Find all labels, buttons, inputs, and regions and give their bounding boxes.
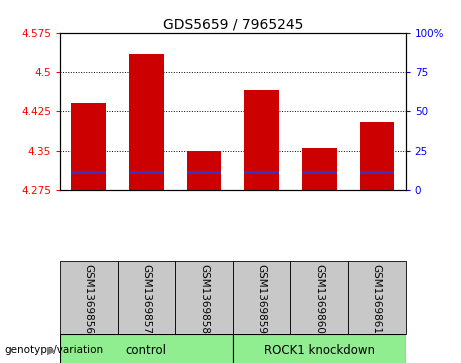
Title: GDS5659 / 7965245: GDS5659 / 7965245 xyxy=(163,17,303,32)
Bar xyxy=(118,261,175,334)
Bar xyxy=(175,261,233,334)
Bar xyxy=(244,90,279,190)
Bar xyxy=(71,103,106,190)
Text: genotype/variation: genotype/variation xyxy=(5,345,104,355)
Bar xyxy=(233,261,290,334)
Bar xyxy=(71,171,106,174)
Bar xyxy=(60,334,233,363)
Text: GSM1369857: GSM1369857 xyxy=(142,264,151,334)
Bar xyxy=(187,171,221,174)
Bar xyxy=(233,334,406,363)
Bar xyxy=(129,54,164,190)
Bar xyxy=(290,261,348,334)
Bar xyxy=(360,122,394,190)
Text: control: control xyxy=(126,344,167,357)
Text: ▶: ▶ xyxy=(47,345,55,355)
Bar xyxy=(302,171,337,174)
Text: ROCK1 knockdown: ROCK1 knockdown xyxy=(264,344,375,357)
Text: GSM1369861: GSM1369861 xyxy=(372,264,382,334)
Bar xyxy=(129,171,164,174)
Bar xyxy=(60,261,118,334)
Bar xyxy=(302,148,337,190)
Text: GSM1369859: GSM1369859 xyxy=(257,264,266,334)
Text: GSM1369856: GSM1369856 xyxy=(84,264,94,334)
Bar xyxy=(348,261,406,334)
Bar xyxy=(360,171,394,174)
Text: GSM1369858: GSM1369858 xyxy=(199,264,209,334)
Text: GSM1369860: GSM1369860 xyxy=(314,264,324,333)
Bar xyxy=(187,151,221,190)
Bar xyxy=(244,171,279,174)
